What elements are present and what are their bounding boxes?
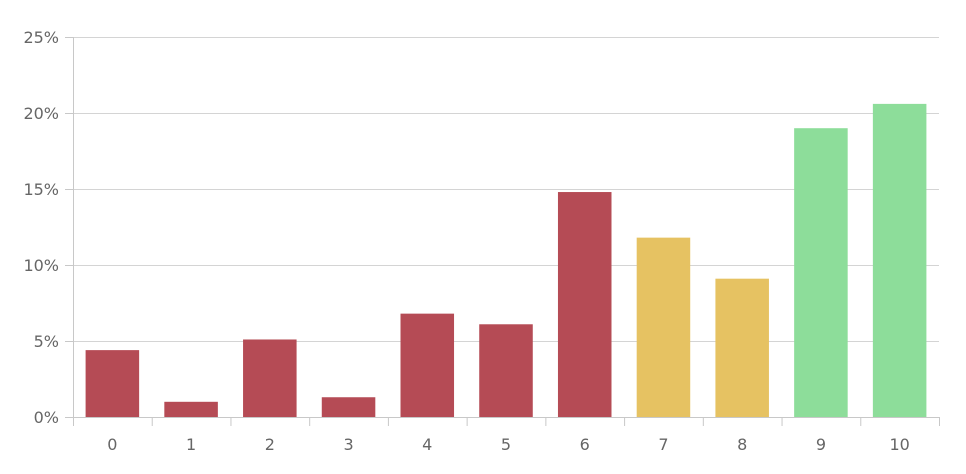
- x-tick-label-10: 10: [889, 435, 909, 454]
- bar-7: [636, 237, 691, 417]
- bar-0: [85, 350, 140, 417]
- y-tick-label-10: 10%: [23, 256, 59, 275]
- y-tick-label-0: 0%: [34, 408, 59, 427]
- x-tick-label-7: 7: [658, 435, 668, 454]
- y-axis-ticks: 0% 5% 10% 15% 20% 25%: [23, 28, 59, 427]
- x-axis: 0 1 2 3 4 5 6 7 8 9 10: [73, 417, 940, 454]
- bar-2: [243, 339, 297, 417]
- x-tick-label-0: 0: [107, 435, 117, 454]
- x-tick-label-2: 2: [265, 435, 275, 454]
- bar-3: [321, 397, 376, 417]
- bar-6: [557, 192, 612, 417]
- bar-4: [400, 313, 455, 417]
- x-tick-label-4: 4: [422, 435, 432, 454]
- bar-5: [479, 324, 533, 417]
- y-tick-label-20: 20%: [23, 104, 59, 123]
- bar-10: [872, 103, 927, 417]
- bars: [85, 103, 927, 417]
- x-tick-label-6: 6: [580, 435, 590, 454]
- bar-9: [794, 128, 848, 417]
- gridlines: [65, 37, 939, 418]
- x-tick-label-3: 3: [343, 435, 353, 454]
- x-tick-label-9: 9: [816, 435, 826, 454]
- y-tick-label-15: 15%: [23, 180, 59, 199]
- x-tick-label-5: 5: [501, 435, 511, 454]
- bar-8: [715, 278, 769, 417]
- x-tick-label-1: 1: [186, 435, 196, 454]
- y-tick-label-25: 25%: [23, 28, 59, 47]
- bar-1: [164, 401, 218, 417]
- y-tick-label-5: 5%: [34, 332, 59, 351]
- x-tick-label-8: 8: [737, 435, 747, 454]
